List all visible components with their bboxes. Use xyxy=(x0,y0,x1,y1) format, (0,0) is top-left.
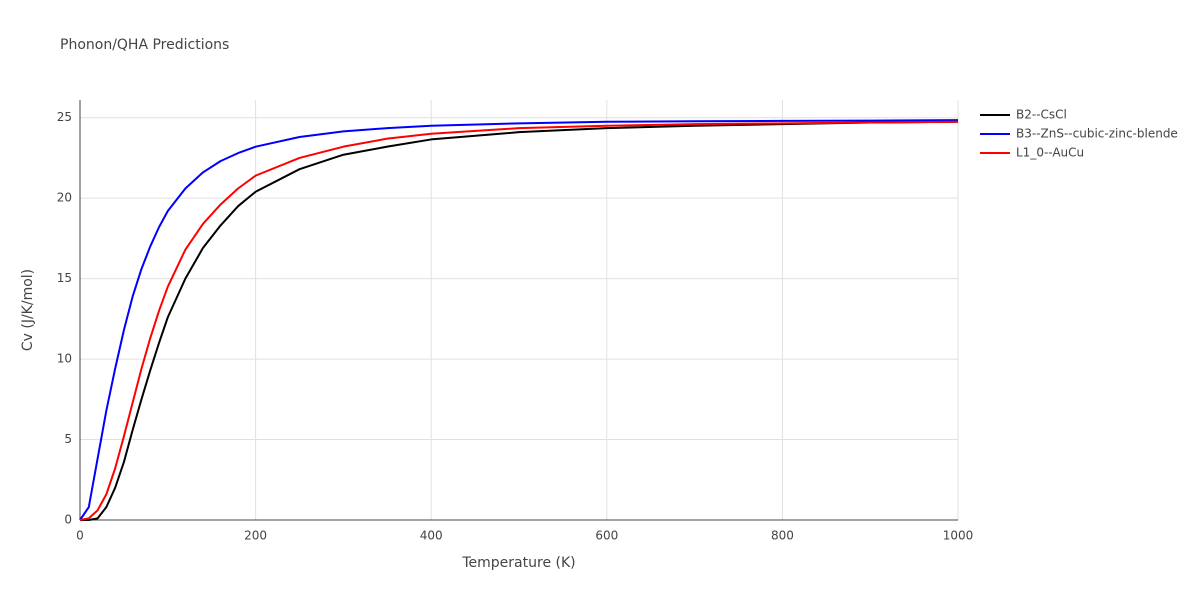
legend-label: B2--CsCl xyxy=(1016,108,1067,122)
x-tick-label: 600 xyxy=(595,529,618,543)
y-tick-label: 10 xyxy=(57,352,72,366)
y-axis-label: Cv (J/K/mol) xyxy=(20,269,36,351)
plot-area xyxy=(79,119,959,521)
chart-title: Phonon/QHA Predictions xyxy=(60,37,229,53)
data-line xyxy=(79,120,959,521)
x-tick-label: 800 xyxy=(771,529,794,543)
y-tick-label: 5 xyxy=(64,432,72,446)
grid: 0 200 400 600 800 1000 0 5 10 15 20 25 xyxy=(57,100,974,543)
y-tick-label: 0 xyxy=(64,513,72,527)
y-tick-label: 20 xyxy=(57,191,72,205)
y-tick-label: 25 xyxy=(57,110,72,124)
x-tick-label: 1000 xyxy=(943,529,974,543)
data-line xyxy=(79,119,959,521)
x-tick-label: 0 xyxy=(76,529,84,543)
x-axis-label: Temperature (K) xyxy=(461,555,575,571)
legend-label: B3--ZnS--cubic-zinc-blende xyxy=(1016,127,1178,141)
x-tick-label: 200 xyxy=(244,529,267,543)
legend-label: L1_0--AuCu xyxy=(1016,146,1084,160)
data-line xyxy=(80,120,959,521)
x-tick-label: 400 xyxy=(420,529,443,543)
legend: B2--CsCl B3--ZnS--cubic-zinc-blende L1_0--… xyxy=(980,108,1178,160)
y-tick-label: 15 xyxy=(57,271,72,285)
